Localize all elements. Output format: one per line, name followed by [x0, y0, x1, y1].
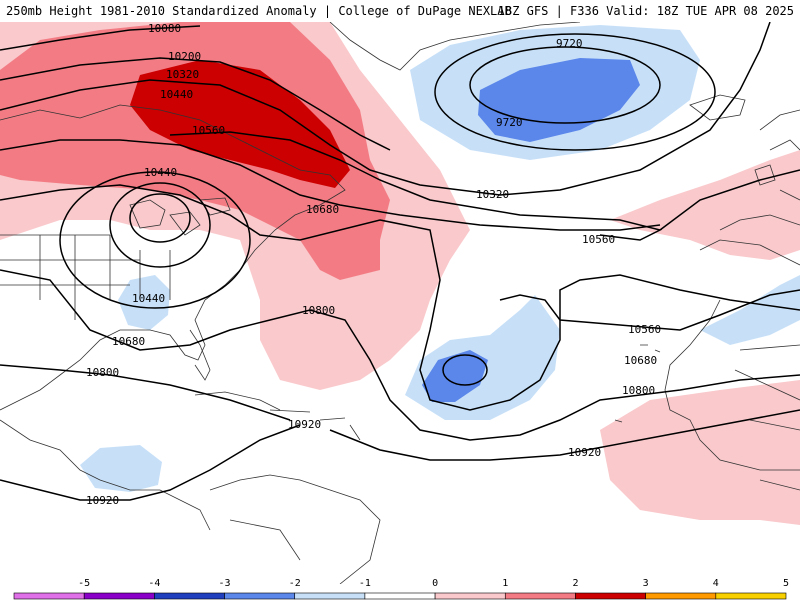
contour-label: 9720 [496, 116, 523, 129]
greenland-coastline [329, 22, 581, 71]
colorbar-segment [294, 592, 366, 600]
contour-10680 [0, 184, 800, 411]
colorbar-tick-label: 0 [432, 578, 438, 589]
contour-10560-atlantic [499, 289, 800, 331]
contour-10800 [0, 269, 800, 441]
closed-low-great-lakes-mid [109, 182, 211, 268]
colorbar-tick-label: 5 [783, 578, 789, 589]
contour-labels: 10080 10200 10320 10440 10560 10440 1068… [86, 22, 661, 507]
contour-label: 10440 [132, 292, 165, 305]
model-run-valid-time: 18Z GFS | F336 Valid: 18Z TUE APR 08 202… [497, 4, 794, 18]
contour-label: 10320 [476, 188, 509, 201]
height-contours [0, 22, 800, 501]
colorbar-tick-label: -2 [289, 578, 301, 589]
colorbar-segment [645, 592, 717, 600]
mexico-central-america [0, 419, 211, 531]
contour-10440 [0, 139, 661, 231]
contour-label: 10800 [622, 384, 655, 397]
negative-anomaly-2sd-greenland [478, 58, 640, 142]
contour-10200 [0, 57, 391, 151]
contour-label: 10440 [160, 88, 193, 101]
contour-10920-south [0, 424, 301, 501]
contour-10320-west [0, 22, 771, 196]
colorbar-tick-label: -3 [219, 578, 231, 589]
contour-10920 [0, 364, 800, 461]
contour-label: 9720 [556, 37, 583, 50]
colorbar-ticks: -5 -4 -3 -2 -1 0 1 2 3 4 5 [78, 578, 789, 589]
colorbar-segment [434, 592, 506, 600]
colorbar-segment [224, 592, 296, 600]
contour-label: 10680 [624, 354, 657, 367]
colorbar-segment [364, 592, 436, 600]
positive-anomaly-europe [610, 150, 800, 260]
contour-label: 10440 [144, 166, 177, 179]
contour-label: 10920 [288, 418, 321, 431]
contour-label: 10680 [112, 335, 145, 348]
atlantic-islands [614, 344, 661, 423]
europe-iberia [699, 189, 800, 266]
contour-label: 10800 [302, 304, 335, 317]
colorbar-segment [154, 592, 225, 600]
colorbar-tick-label: -4 [148, 578, 160, 589]
colorbar-tick-label: -1 [359, 578, 371, 589]
contour-label: 10800 [86, 366, 119, 379]
positive-anomaly-africa [600, 380, 800, 525]
positive-anomaly-3sd-area [130, 60, 350, 188]
closed-low-great-lakes-inner [129, 193, 191, 243]
contour-label: 10200 [168, 50, 201, 63]
negative-anomaly-2sd-atlantic [422, 350, 488, 402]
colorbar-segment [504, 592, 576, 600]
contour-label: 10560 [582, 233, 615, 246]
contour-10080 [0, 25, 201, 51]
colorbar-tick-label: -5 [78, 578, 90, 589]
contour-label: 10680 [306, 203, 339, 216]
negative-anomaly-central-america [80, 445, 162, 492]
contour-label: 10920 [86, 494, 119, 507]
anomaly-shading [0, 22, 800, 525]
negative-anomaly-gulf [118, 275, 170, 330]
colorbar-segment [715, 592, 787, 600]
closed-low-greenland-outer [434, 33, 716, 151]
anomaly-map: 10080 10200 10320 10440 10560 10440 1068… [0, 22, 800, 584]
colorbar-segment [83, 592, 155, 600]
south-america-coastline [209, 474, 381, 584]
colorbar-tick-label: 3 [643, 578, 649, 589]
contour-label: 10560 [192, 124, 225, 137]
florida [189, 329, 211, 381]
africa-coastline [664, 299, 800, 491]
contour-label: 10560 [628, 323, 661, 336]
colorbar-tick-label: 4 [713, 578, 719, 589]
colorbar-legend: -5 -4 -3 -2 -1 0 1 2 3 4 5 [13, 578, 789, 600]
closed-low-great-lakes-outer [59, 171, 251, 309]
contour-10560-north [169, 131, 800, 241]
map-header: 250mb Height 1981-2010 Standardized Anom… [0, 0, 800, 22]
colorbar-tick-label: 2 [572, 578, 578, 589]
colorbar-segment [13, 592, 85, 600]
colorbar-segments [13, 592, 787, 600]
contour-label: 10080 [148, 22, 181, 35]
map-title: 250mb Height 1981-2010 Standardized Anom… [6, 4, 512, 18]
colorbar-tick-label: 1 [502, 578, 508, 589]
closed-low-atlantic [442, 354, 488, 386]
iceland [689, 94, 746, 121]
caribbean-islands [194, 391, 361, 441]
contour-label: 10920 [568, 446, 601, 459]
colorbar-segment [575, 592, 646, 600]
negative-anomaly-iberia [700, 275, 800, 345]
contour-label: 10320 [166, 68, 199, 81]
closed-low-greenland-inner [469, 46, 661, 124]
